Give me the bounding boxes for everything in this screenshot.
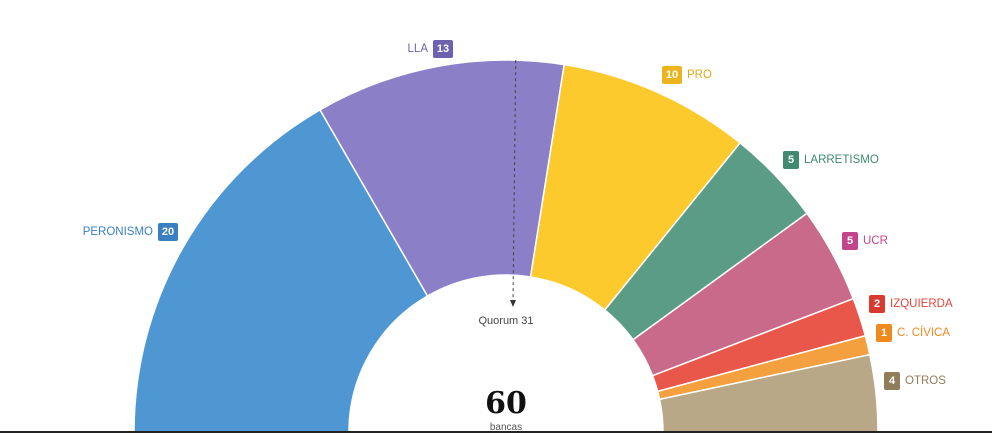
total-seats-label: bancas: [490, 422, 522, 433]
value-label-lla: 13: [437, 43, 449, 55]
value-label-peronismo: 20: [162, 226, 174, 238]
label-larretismo: 5 LARRETISMO: [783, 151, 879, 169]
label-ucr: 5 UCR: [842, 232, 888, 250]
quorum-arrow-icon: [510, 300, 516, 307]
wedge-lla: [318, 59, 566, 298]
value-badge-ucr: [842, 232, 858, 250]
series-name-izquierda: IZQUIERDA: [890, 298, 953, 310]
wedge-peronismo: [133, 108, 429, 433]
labels-group: 20 PERONISMO 13 LLA 10 PRO 5 LARRETISMO 5 UCR 2 IZQ…: [83, 40, 953, 390]
label-peronismo: 20 PERONISMO: [83, 223, 178, 241]
series-name-larretismo: LARRETISMO: [804, 154, 879, 166]
label-pro: 10 PRO: [662, 66, 712, 84]
label-izquierda: 2 IZQUIERDA: [869, 295, 953, 313]
series-name-c-c-vica: C. CÍVICA: [897, 326, 950, 339]
value-label-pro: 10: [666, 69, 678, 81]
value-label-larretismo: 5: [788, 154, 794, 166]
value-badge-izquierda: [869, 295, 885, 313]
value-badge-lla: [433, 40, 453, 58]
wedge-pro: [529, 63, 742, 312]
value-label-otros: 4: [889, 375, 896, 387]
series-name-peronismo: PERONISMO: [83, 226, 153, 238]
series-name-lla: LLA: [408, 43, 429, 55]
value-label-c-c-vica: 1: [881, 327, 887, 339]
series-name-otros: OTROS: [905, 375, 946, 387]
value-label-ucr: 5: [847, 235, 853, 247]
value-badge-otros: [884, 372, 900, 390]
label-c-c-vica: 1 C. CÍVICA: [876, 324, 950, 342]
total-seats-value: 60: [485, 386, 527, 421]
series-name-ucr: UCR: [863, 235, 888, 247]
quorum-group: Quorum 31: [478, 60, 534, 327]
value-badge-c-c-vica: [876, 324, 892, 342]
quorum-line: [512, 60, 517, 301]
value-badge-pro: [662, 66, 682, 84]
value-label-izquierda: 2: [874, 298, 880, 310]
value-badge-larretismo: [783, 151, 799, 169]
wedges-group: [133, 59, 879, 433]
series-name-pro: PRO: [687, 69, 712, 81]
value-badge-peronismo: [158, 223, 178, 241]
label-otros: 4 OTROS: [884, 372, 946, 390]
baseline-divider: [0, 431, 992, 433]
label-lla: 13 LLA: [408, 40, 453, 58]
quorum-label: Quorum 31: [478, 315, 533, 327]
